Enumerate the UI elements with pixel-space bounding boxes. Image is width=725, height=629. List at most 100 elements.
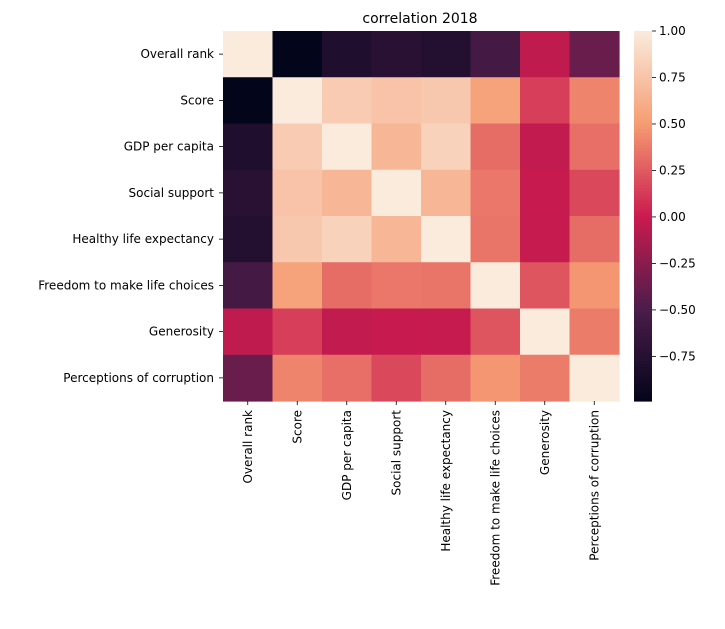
colorbar-segment (634, 154, 652, 159)
colorbar-segment (634, 360, 652, 365)
heatmap-cell (421, 169, 472, 217)
x-tick-label: GDP per capita (340, 410, 354, 500)
colorbar-segment (634, 169, 652, 174)
heatmap-cell (371, 31, 422, 78)
colorbar-segment (634, 105, 652, 109)
colorbar-segment (634, 83, 652, 88)
colorbar-segment (634, 175, 652, 180)
colorbar-segment (634, 212, 652, 217)
heatmap-cell (223, 308, 274, 356)
colorbar-segment (634, 249, 652, 254)
colorbar-segment (634, 101, 652, 106)
heatmap-cell (421, 308, 472, 356)
colorbar-segment (634, 299, 652, 303)
colorbar-segment (634, 157, 652, 162)
colorbar-segment (634, 320, 652, 325)
colorbar-segment (634, 370, 652, 374)
colorbar-segment (634, 296, 652, 300)
heatmap-cell (569, 308, 620, 356)
colorbar-segment (634, 382, 652, 387)
colorbar-segment (634, 317, 652, 322)
heatmap-cell (223, 77, 274, 125)
colorbar-tick-label: −0.75 (659, 349, 696, 363)
colorbar-segment (634, 364, 652, 368)
colorbar-segment (634, 43, 652, 48)
x-tick-labels: Overall rank Score GDP per capita Social su… (241, 401, 601, 586)
colorbar-segment (634, 394, 652, 399)
x-tick-label: Generosity (538, 410, 552, 475)
heatmap-cell (569, 31, 620, 78)
heatmap-cell (520, 31, 571, 78)
colorbar-segment (634, 31, 652, 35)
colorbar-segment (634, 379, 652, 384)
colorbar-segment (634, 37, 652, 41)
colorbar-segment (634, 265, 652, 270)
colorbar-segment (634, 138, 652, 143)
colorbar-segment (634, 354, 652, 359)
colorbar-segment (634, 46, 652, 51)
colorbar-segment (634, 80, 652, 85)
heatmap-cell (569, 354, 620, 402)
colorbar-segment (634, 160, 652, 165)
heatmap-cell (520, 308, 571, 356)
colorbar-segment (634, 117, 652, 122)
colorbar-segment (634, 58, 652, 63)
colorbar-tick-label: 0.25 (659, 163, 686, 177)
heatmap-cell (569, 216, 620, 263)
colorbar-segment (634, 246, 652, 251)
heatmap-cell (371, 354, 422, 402)
colorbar-segment (634, 182, 652, 186)
heatmap-cell (223, 123, 274, 171)
colorbar-tick-label: 0.50 (659, 117, 686, 131)
y-tick-label: Healthy life expectancy (72, 232, 214, 246)
heatmap-cell (569, 169, 620, 217)
colorbar-tick-label: 0.00 (659, 210, 686, 224)
heatmap-cell (223, 262, 274, 310)
heatmap-cell (322, 262, 373, 310)
colorbar-segment (634, 61, 652, 66)
heatmap-cell (272, 77, 323, 125)
colorbar-segment (634, 240, 652, 245)
heatmap-cell (470, 77, 521, 125)
colorbar-segment (634, 108, 652, 112)
heatmap-cell (272, 262, 323, 310)
heatmap-cell (470, 354, 521, 402)
heatmap-cell (470, 308, 521, 356)
colorbar-segment (634, 243, 652, 248)
heatmap-cell (421, 77, 472, 125)
colorbar-segment (634, 342, 652, 347)
colorbar-segment (634, 166, 652, 171)
colorbar-segment (634, 194, 652, 199)
colorbar-segment (634, 305, 652, 310)
heatmap-cell (569, 262, 620, 310)
heatmap-cell (569, 123, 620, 171)
x-tick-label: Perceptions of corruption (587, 410, 601, 561)
colorbar-segment (634, 151, 652, 155)
colorbar-segment (634, 185, 652, 189)
colorbar-segment (634, 89, 652, 94)
colorbar-tick-label: 0.75 (659, 70, 686, 84)
colorbar-segment (634, 237, 652, 242)
colorbar-segment (634, 351, 652, 356)
colorbar-segment (634, 259, 652, 263)
x-tick-label: Healthy life expectancy (439, 410, 453, 552)
y-tick-label: GDP per capita (124, 140, 214, 154)
colorbar-segment (634, 290, 652, 294)
heatmap-cell (520, 262, 571, 310)
colorbar-segment (634, 323, 652, 328)
colorbar-segment (634, 231, 652, 236)
colorbar-segment (634, 172, 652, 177)
heatmap-cell (223, 354, 274, 402)
colorbar-segment (634, 327, 652, 331)
x-tick-label: Overall rank (241, 410, 255, 484)
colorbar-segment (634, 367, 652, 371)
colorbar: 1.00 0.75 0.50 0.25 0.00 −0.25 −0.50 −0.75 (634, 24, 696, 402)
colorbar-segment (634, 280, 652, 285)
y-tick-label: Generosity (149, 325, 214, 339)
colorbar-segment (634, 179, 652, 183)
heatmap-cell (322, 31, 373, 78)
heatmap-cell (520, 169, 571, 217)
x-tick-label: Freedom to make life choices (488, 410, 502, 586)
heatmap-cell (223, 31, 274, 78)
colorbar-segment (634, 336, 652, 340)
